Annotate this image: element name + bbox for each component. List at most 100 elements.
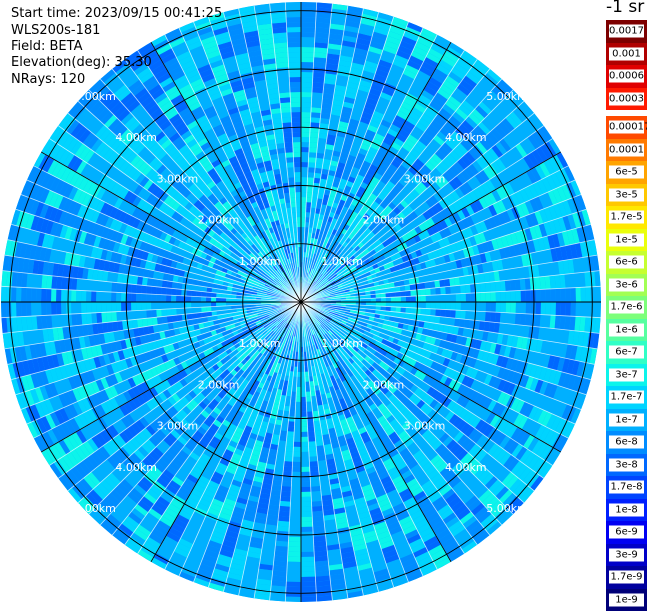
ppi-range-gate [491, 302, 496, 312]
ppi-range-gate [415, 290, 420, 297]
ppi-range-gate [279, 435, 287, 441]
ppi-range-gate [455, 310, 461, 319]
ppi-range-gate [286, 436, 294, 442]
ppi-range-gate [495, 312, 501, 323]
ppi-range-gate [296, 387, 301, 392]
ppi-range-gate [466, 302, 471, 311]
ppi-range-gate [571, 288, 576, 302]
ppi-range-gate [296, 392, 301, 397]
ppi-range-gate [306, 197, 312, 202]
ppi-range-gate [288, 421, 295, 427]
ppi-range-gate [439, 317, 445, 325]
ppi-range-gate [315, 168, 323, 174]
ppi-range-gate [435, 287, 441, 295]
ppi-range-gate [434, 316, 440, 324]
ppi-range-gate [315, 430, 323, 436]
ppi-range-gate [287, 572, 301, 577]
ppi-range-gate [506, 302, 511, 313]
ppi-range-gate [450, 286, 456, 294]
ppi-range-gate [312, 516, 324, 522]
ppi-range-gate [301, 422, 308, 427]
ppi-range-gate [541, 302, 546, 315]
ppi-range-gate [301, 582, 316, 587]
ppi-range-gate [510, 280, 516, 292]
ppi-range-gate [381, 302, 386, 306]
ppi-range-gate [301, 397, 306, 402]
ppi-range-gate [406, 296, 411, 302]
ppi-range-gate [431, 295, 436, 302]
ppi-range-gate [485, 282, 491, 292]
ppi-range-gate [456, 302, 461, 310]
ppi-range-gate [430, 309, 436, 316]
ppi-range-gate [308, 157, 316, 163]
ppi-range-gate [515, 313, 521, 325]
ppi-range-gate [301, 132, 310, 137]
ppi-range-gate [288, 542, 301, 547]
ppi-range-gate [289, 522, 301, 527]
ppi-range-gate [591, 302, 596, 317]
ppi-range-gate [301, 177, 308, 182]
ppi-range-gate [296, 402, 302, 407]
ppi-range-gate [301, 552, 314, 557]
ppi-range-gate [301, 432, 308, 437]
ppi-range-gate [596, 286, 601, 302]
ppi-range-gate [401, 307, 406, 313]
ppi-range-gate [307, 187, 313, 192]
ppi-range-gate [289, 411, 295, 416]
ppi-range-gate [301, 47, 314, 52]
ppi-range-gate [301, 192, 307, 197]
ppi-range-gate [410, 290, 415, 296]
ppi-range-gate [277, 526, 289, 532]
ppi-range-gate [439, 279, 445, 287]
ppi-range-gate [313, 77, 325, 83]
ppi-range-gate [301, 517, 313, 522]
ppi-range-gate [288, 547, 301, 552]
ppi-range-gate [289, 416, 296, 421]
ppi-range-gate [546, 302, 551, 315]
ppi-range-gate [301, 97, 312, 102]
ppi-range-gate [307, 406, 313, 411]
ppi-range-gate [301, 7, 316, 12]
ppi-range-gate [316, 440, 324, 446]
ppi-range-gate [466, 293, 471, 302]
ppi-range-gate [301, 87, 312, 92]
ppi-range-gate [301, 12, 316, 17]
ppi-range-gate [301, 92, 312, 97]
ppi-range-gate [301, 82, 313, 87]
ppi-range-gate [291, 492, 301, 497]
ppi-range-gate [440, 287, 446, 295]
ppi-range-gate [301, 502, 312, 507]
ppi-range-gate [426, 295, 431, 302]
ppi-range-gate [301, 197, 307, 202]
ppi-range-gate [500, 313, 506, 324]
ppi-range-gate [309, 152, 317, 158]
ppi-range-gate [556, 302, 561, 316]
ppi-range-gate [278, 440, 286, 446]
ppi-range-gate [290, 402, 296, 407]
ppi-range-gate [275, 541, 288, 547]
ppi-range-gate [520, 279, 526, 291]
ppi-range-gate [301, 537, 314, 542]
ppi-range-gate [576, 287, 581, 302]
ppi-range-gate [436, 295, 441, 302]
ppi-range-gate [301, 437, 308, 442]
ppi-range-gate [295, 412, 301, 417]
ppi-range-gate [278, 521, 290, 527]
ppi-range-gate [310, 466, 319, 472]
ppi-range-gate [401, 302, 406, 308]
ppi-range-gate [490, 282, 496, 293]
ppi-range-gate [301, 572, 315, 577]
ppi-range-gate [540, 276, 546, 289]
ppi-range-gate [444, 279, 450, 287]
ppi-range-gate [446, 294, 451, 302]
ppi-range-gate [316, 158, 324, 164]
ppi-range-gate [294, 437, 301, 442]
ppi-range-gate [301, 557, 315, 562]
ppi-range-gate [301, 452, 309, 457]
ppi-range-gate [441, 294, 446, 302]
ppi-range-gate [301, 462, 310, 467]
ppi-range-gate [481, 302, 486, 312]
ppi-range-gate [505, 313, 511, 324]
ppi-range-gate [314, 57, 327, 63]
ppi-range-gate [496, 292, 501, 303]
